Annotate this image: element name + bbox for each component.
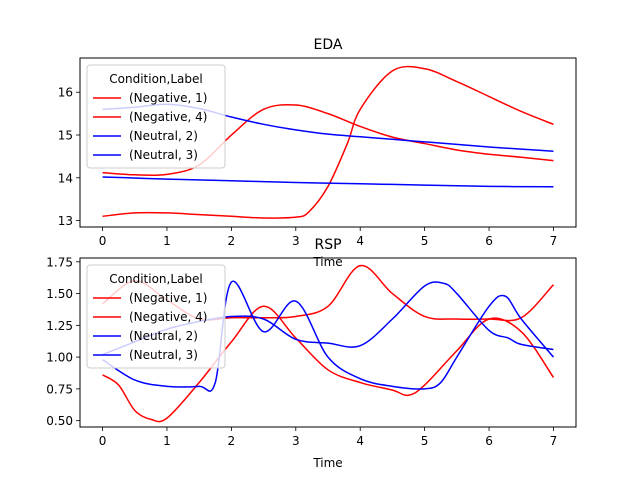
rsp-x-tick-label: 1 xyxy=(163,434,171,448)
rsp-x-tick-label: 3 xyxy=(292,434,300,448)
rsp-legend-entry: (Neutral, 3) xyxy=(129,348,198,362)
rsp-y-tick-label: 1.75 xyxy=(46,255,73,269)
rsp-axes-frame xyxy=(79,257,577,428)
eda-y-ticks: 13 14 15 16 xyxy=(58,86,80,228)
rsp-y-ticks: 0.50 0.75 1.00 1.25 1.50 1.75 xyxy=(46,255,80,428)
eda-x-tick-label: 0 xyxy=(99,234,107,248)
rsp-legend-entry: (Negative, 1) xyxy=(129,291,207,305)
eda-y-tick-label: 15 xyxy=(58,129,73,143)
eda-x-tick-label: 4 xyxy=(356,234,364,248)
rsp-y-tick-label: 1.00 xyxy=(46,351,73,365)
rsp-x-tick-label: 4 xyxy=(356,434,364,448)
eda-legend-entry: (Neutral, 2) xyxy=(129,129,198,143)
eda-x-tick-label: 6 xyxy=(485,234,493,248)
rsp-subplot: 0 1 2 3 4 5 6 7 0.50 0.75 1.00 1.25 1.50 1.75 Time C… xyxy=(46,237,577,470)
rsp-x-tick-label: 5 xyxy=(421,434,429,448)
eda-x-tick-label: 1 xyxy=(163,234,171,248)
rsp-legend-frame xyxy=(86,264,226,369)
eda-y-tick-label: 14 xyxy=(58,171,73,185)
rsp-x-tick-label: 0 xyxy=(99,434,107,448)
eda-y-tick-label: 16 xyxy=(58,86,73,100)
eda-legend-entry: (Neutral, 3) xyxy=(129,148,198,162)
rsp-legend-title: Condition,Label xyxy=(109,272,202,286)
eda-x-tick-label: 5 xyxy=(421,234,429,248)
eda-legend: Condition,Label (Negative, 1) (Negative, 4… xyxy=(86,64,226,169)
rsp-x-tick-label: 6 xyxy=(485,434,493,448)
eda-x-tick-label: 3 xyxy=(292,234,300,248)
eda-series-line-1 xyxy=(102,103,554,177)
eda-series-line-2 xyxy=(102,65,554,219)
eda-x-axis-label: Time xyxy=(312,255,342,269)
eda-legend-title: Condition,Label xyxy=(109,72,202,86)
eda-x-ticks: 0 1 2 3 4 5 6 7 xyxy=(99,227,558,248)
rsp-x-tick-label: 2 xyxy=(228,434,236,448)
rsp-legend-entry: (Neutral, 2) xyxy=(129,329,198,343)
eda-x-tick-label: 2 xyxy=(228,234,236,248)
eda-x-tick-label: 7 xyxy=(550,234,558,248)
rsp-x-tick-label: 7 xyxy=(550,434,558,448)
eda-y-tick-label: 13 xyxy=(58,214,73,228)
rsp-title: RSP xyxy=(314,237,341,253)
rsp-legend: Condition,Label (Negative, 1) (Negative, 4… xyxy=(86,264,226,369)
rsp-legend-entry: (Negative, 4) xyxy=(129,310,207,324)
eda-series-line-4 xyxy=(102,176,554,188)
rsp-y-tick-label: 1.50 xyxy=(46,287,73,301)
eda-title: EDA xyxy=(314,37,343,53)
rsp-x-ticks: 0 1 2 3 4 5 6 7 xyxy=(99,427,558,448)
eda-axes-frame xyxy=(79,57,577,228)
eda-legend-entry: (Negative, 1) xyxy=(129,91,207,105)
eda-subplot: EDA 0 1 2 3 4 5 6 7 13 14 15 16 Time Condition,Lab… xyxy=(58,37,577,269)
rsp-series-line-2 xyxy=(102,305,555,423)
rsp-y-tick-label: 0.50 xyxy=(46,414,73,428)
eda-legend-frame xyxy=(86,64,226,169)
rsp-series-line-4 xyxy=(102,280,555,392)
rsp-y-tick-label: 0.75 xyxy=(46,382,73,396)
rsp-y-tick-label: 1.25 xyxy=(46,319,73,333)
rsp-x-axis-label: Time xyxy=(312,456,342,470)
eda-legend-entry: (Negative, 4) xyxy=(129,110,207,124)
